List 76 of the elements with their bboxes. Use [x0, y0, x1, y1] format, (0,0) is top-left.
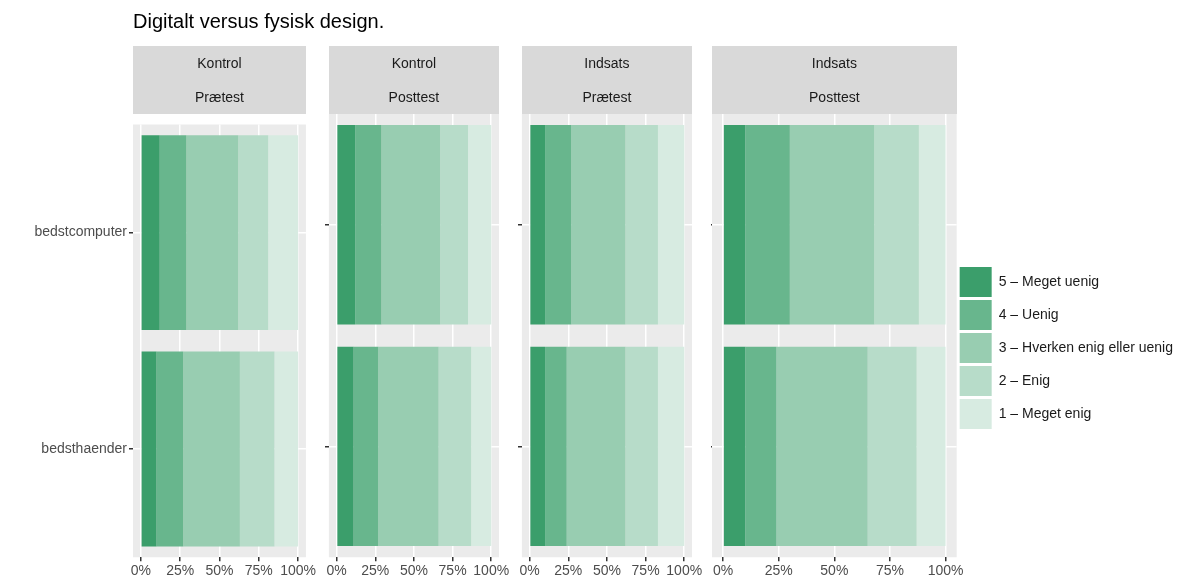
bar — [789, 125, 875, 325]
chart-title: Indsats — [583, 54, 631, 73]
legend-label: 5 – Meget uenig — [998, 272, 1100, 289]
legend-label: 3 – Hverken enig eller uenig — [998, 338, 1174, 355]
x-tick-label: 25% — [554, 562, 583, 579]
bar — [238, 135, 269, 330]
x-tick-label: 100% — [280, 562, 316, 579]
bar — [186, 135, 239, 330]
x-tick-label: 0% — [130, 562, 151, 579]
x-tick-label: 50% — [592, 562, 621, 579]
bar — [141, 135, 160, 330]
bar — [657, 125, 685, 325]
x-tick-label: 25% — [361, 562, 390, 579]
chart-subtitle: Prætest — [193, 88, 245, 107]
bar — [337, 125, 356, 325]
bar — [530, 346, 546, 547]
x-tick-label: 75% — [631, 562, 660, 579]
bar — [381, 125, 441, 325]
x-tick-label: 50% — [820, 562, 849, 579]
bar — [239, 351, 275, 547]
chart-subtitle: Prætest — [581, 88, 633, 107]
bar — [745, 125, 790, 325]
bar — [156, 351, 184, 547]
bar — [337, 346, 354, 547]
bar — [471, 346, 492, 547]
bar — [918, 125, 946, 325]
x-tick-label: 100% — [666, 562, 703, 579]
x-tick-label: 50% — [205, 562, 234, 579]
bar — [183, 351, 240, 547]
bar — [141, 351, 157, 547]
bar — [545, 346, 567, 547]
chart-title: Kontrol — [390, 54, 438, 73]
y-tick-label: bedsthaender — [41, 439, 128, 456]
bar — [723, 125, 746, 325]
x-tick-label: 100% — [927, 562, 964, 579]
chart-title: Kontrol — [196, 54, 243, 73]
bar — [745, 346, 777, 547]
bar — [545, 125, 572, 325]
bar — [355, 125, 382, 325]
bar — [378, 346, 439, 547]
chart-subtitle: Posttest — [808, 88, 861, 107]
x-tick-label: 0% — [713, 562, 734, 579]
bar — [867, 346, 917, 547]
bar — [353, 346, 379, 547]
bar — [916, 346, 946, 547]
legend-label: 1 – Meget enig — [998, 404, 1092, 421]
chart-subtitle: Posttest — [387, 88, 441, 107]
bar — [268, 135, 299, 330]
x-tick-label: 0% — [326, 562, 347, 579]
bar — [723, 346, 746, 547]
chart-title: Indsats — [810, 54, 858, 73]
bar — [530, 125, 546, 325]
bar — [571, 125, 626, 325]
x-tick-label: 75% — [438, 562, 467, 579]
legend-label: 2 – Enig — [998, 371, 1051, 388]
bar — [566, 346, 626, 547]
bar — [657, 346, 685, 547]
bar — [468, 125, 492, 325]
y-tick-label: bedstcomputer — [34, 223, 128, 240]
text: Digitalt versus fysisk design. — [133, 10, 385, 33]
legend-label: 4 – Uenig — [998, 305, 1059, 322]
x-tick-label: 100% — [473, 562, 510, 579]
bar — [438, 346, 472, 547]
x-tick-label: 25% — [764, 562, 793, 579]
x-tick-label: 75% — [244, 562, 273, 579]
bar — [776, 346, 868, 547]
x-tick-label: 0% — [519, 562, 540, 579]
x-tick-label: 75% — [875, 562, 904, 579]
bar — [625, 346, 658, 547]
x-tick-label: 50% — [399, 562, 428, 579]
bar — [440, 125, 469, 325]
bar — [274, 351, 299, 547]
bar — [625, 125, 658, 325]
bar — [159, 135, 187, 330]
x-tick-label: 25% — [166, 562, 195, 579]
bar — [874, 125, 919, 325]
